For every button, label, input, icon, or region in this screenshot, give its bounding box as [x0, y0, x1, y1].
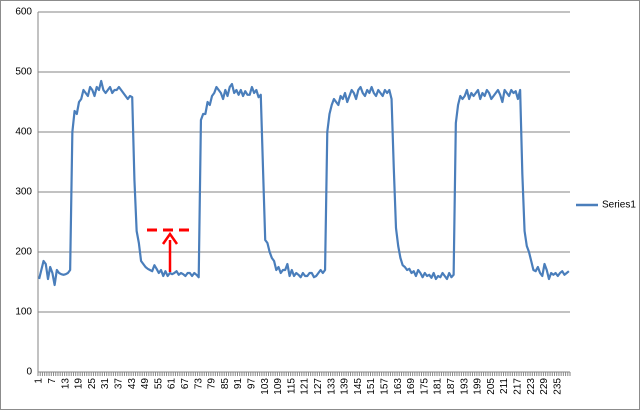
x-tick-label: 37: [114, 378, 125, 390]
x-tick-label: 169: [406, 378, 417, 395]
x-tick-label: 79: [207, 378, 218, 390]
x-tick-label: 1: [34, 378, 45, 384]
y-tick-label: 0: [26, 367, 32, 378]
y-tick-label: 400: [15, 127, 32, 138]
x-tick-label: 187: [446, 378, 457, 395]
y-tick-label: 200: [15, 247, 32, 258]
x-tick-label: 145: [353, 378, 364, 395]
x-tick-label: 19: [74, 378, 85, 390]
x-tick-label: 223: [526, 378, 537, 395]
x-tick-label: 163: [393, 378, 404, 395]
y-tick-label: 100: [15, 307, 32, 318]
x-tick-label: 211: [499, 378, 510, 394]
x-tick-label: 61: [167, 378, 178, 390]
annotation: [147, 228, 192, 272]
series-line: [38, 79, 570, 287]
x-tick-label: 229: [539, 378, 550, 395]
x-tick-label: 25: [87, 378, 98, 390]
x-tick-label: 121: [300, 378, 311, 395]
x-tick-label: 103: [260, 378, 271, 395]
x-tick-label: 133: [326, 378, 337, 395]
x-tick-label: 13: [60, 378, 71, 390]
x-tick-label: 55: [153, 378, 164, 390]
x-tick-label: 115: [286, 378, 297, 394]
x-tick-label: 193: [459, 378, 470, 395]
x-tick-label: 7: [47, 378, 58, 384]
x-tick-label: 205: [486, 378, 497, 395]
x-tick-label: 217: [513, 378, 524, 395]
x-tick-label: 31: [100, 378, 111, 390]
x-tick-label: 151: [366, 378, 377, 395]
x-tick-label: 97: [247, 378, 258, 390]
x-tick-label: 109: [273, 378, 284, 395]
y-tick-label: 300: [15, 187, 32, 198]
x-tick-label: 49: [140, 378, 151, 390]
y-tick-label: 600: [15, 7, 32, 18]
x-tick-label: 127: [313, 378, 324, 395]
annotation-arrowhead: [161, 231, 179, 245]
x-tick-label: 235: [552, 378, 563, 395]
x-tick-label: 139: [340, 378, 351, 395]
x-tick-label: 67: [180, 378, 191, 390]
y-tick-label: 500: [15, 67, 32, 78]
x-tick-label: 175: [419, 378, 430, 395]
legend-label: Series1: [602, 200, 636, 211]
x-tick-label: 157: [380, 378, 391, 395]
x-tick-label: 91: [233, 378, 244, 390]
x-tick-label: 73: [193, 378, 204, 390]
x-tick-label: 199: [473, 378, 484, 395]
x-tick-label: 181: [433, 378, 444, 395]
x-tick-label: 43: [127, 378, 138, 390]
x-tick-label: 85: [220, 378, 231, 390]
